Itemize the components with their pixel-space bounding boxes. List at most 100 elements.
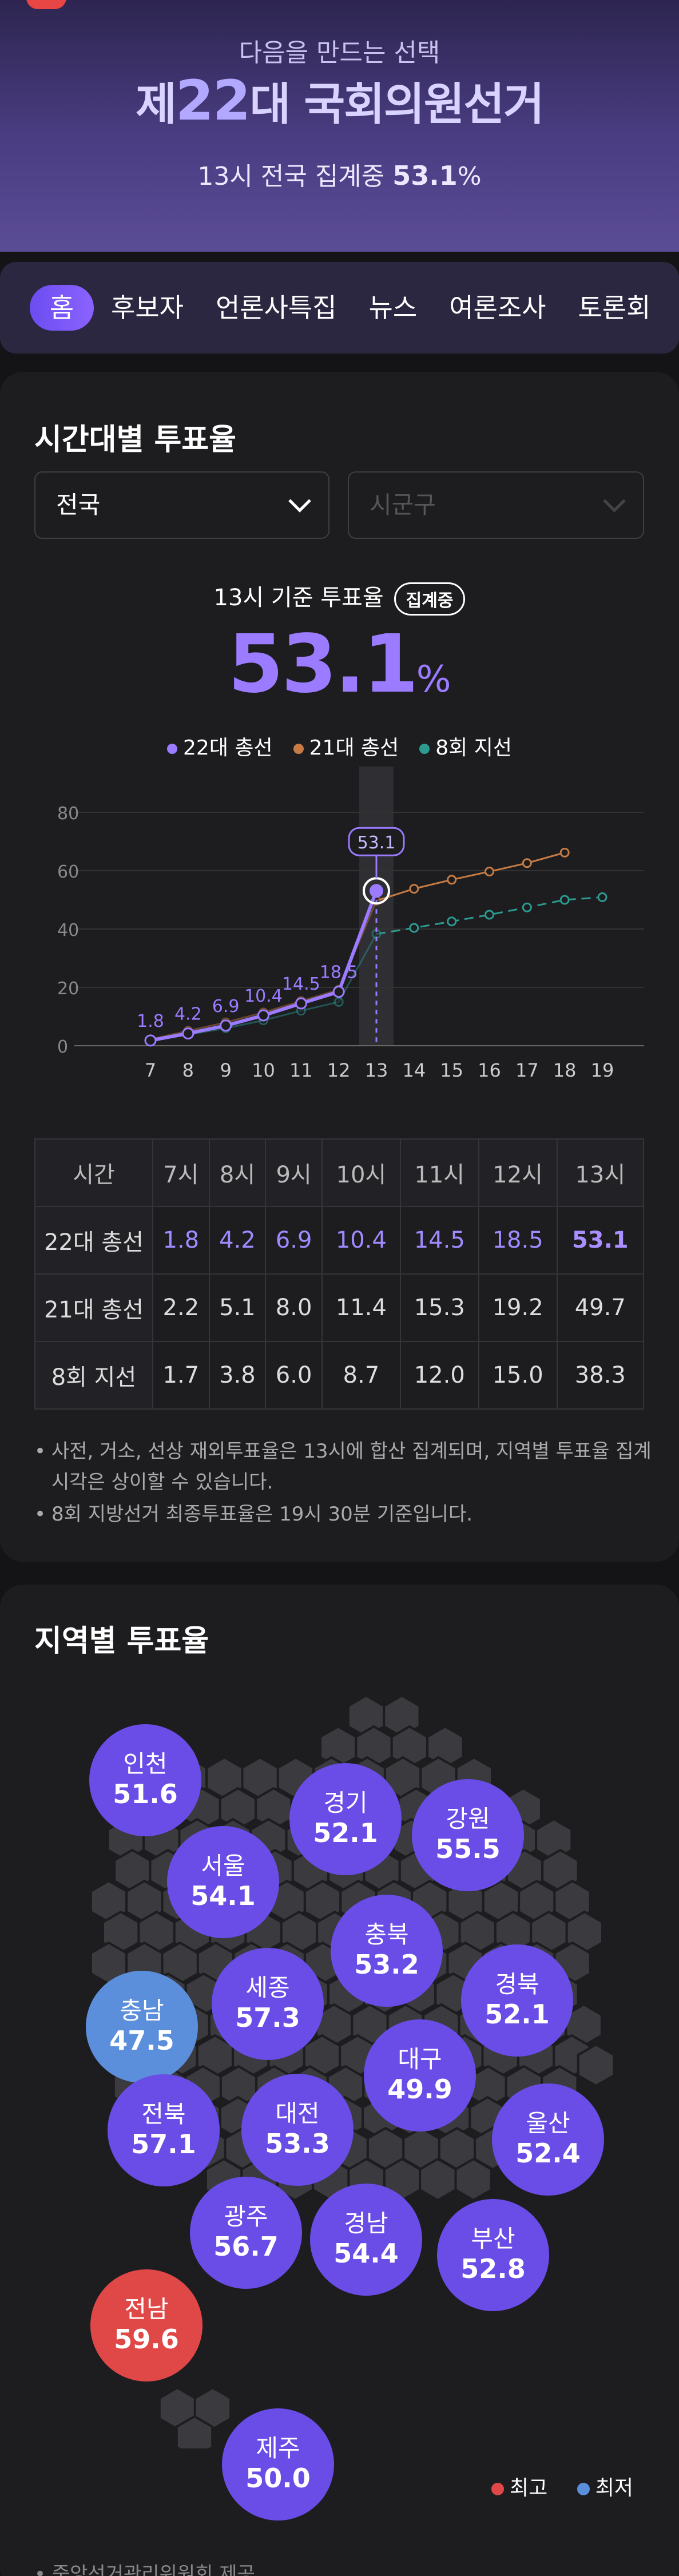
region-name: 부산 <box>471 2225 515 2253</box>
chevron-down-icon <box>603 490 626 513</box>
x-tick-label: 9 <box>220 1059 231 1081</box>
hex-cell <box>454 2157 493 2202</box>
legend-highest: 최고 <box>491 2476 547 2500</box>
legend-lowest-label: 최저 <box>595 2476 633 2500</box>
region-bubble[interactable]: 경남 54.4 <box>310 2184 422 2296</box>
nav-tab-1[interactable]: 후보자 <box>111 292 184 323</box>
region-bubble[interactable]: 충남 47.5 <box>86 1971 198 2083</box>
table-cell: 11.4 <box>321 1273 401 1342</box>
nav-tab-2[interactable]: 언론사특집 <box>215 292 337 323</box>
x-tick-label: 15 <box>440 1059 463 1081</box>
data-point <box>333 997 344 1007</box>
x-tick-label: 19 <box>591 1059 614 1081</box>
y-tick-label: 60 <box>57 862 79 882</box>
region-bubble[interactable]: 광주 56.7 <box>190 2177 302 2289</box>
y-tick-label: 40 <box>57 920 79 940</box>
region-name: 경기 <box>323 1789 368 1817</box>
title-suffix: 대 국회의원선거 <box>249 79 544 130</box>
table-cell: 15.0 <box>478 1341 558 1410</box>
table-header-cell: 시간 <box>34 1138 153 1207</box>
nav-tab-3[interactable]: 뉴스 <box>368 292 418 323</box>
region-turnout: 54.1 <box>190 1880 256 1911</box>
region-bubble[interactable]: 서울 54.1 <box>167 1826 279 1938</box>
region-name: 경남 <box>344 2209 388 2237</box>
hex-cell <box>419 2157 457 2202</box>
hex-cell <box>535 1817 573 1862</box>
region-bubble[interactable]: 제주 50.0 <box>222 2408 334 2521</box>
region-name: 전남 <box>124 2295 169 2323</box>
region-turnout: 53.2 <box>354 1949 419 1980</box>
data-point <box>522 902 532 912</box>
hex-cell <box>577 2043 616 2087</box>
highlight-point <box>370 884 383 898</box>
x-tick-label: 7 <box>145 1059 156 1081</box>
district-select[interactable]: 시군구 <box>348 471 644 539</box>
region-bubble[interactable]: 부산 52.8 <box>437 2199 549 2311</box>
status-unit: % <box>457 162 482 191</box>
data-point <box>522 858 532 868</box>
hex-cell <box>565 2003 603 2047</box>
hex-cell <box>175 2415 214 2448</box>
turnout-basis: 13시 기준 투표율 집계중 <box>0 579 679 616</box>
legend-item: 8회 지선 <box>419 736 512 760</box>
region-bubble[interactable]: 전북 57.1 <box>108 2074 220 2186</box>
x-tick-label: 17 <box>515 1059 539 1081</box>
region-turnout: 53.3 <box>265 2128 330 2159</box>
data-label: 6.9 <box>212 997 240 1017</box>
note-1-text: 사전, 거소, 선상 재외투표율은 13시에 합산 집계되며, 지역별 투표율 … <box>51 1440 652 1494</box>
region-name: 전북 <box>141 2100 186 2128</box>
region-turnout: 57.1 <box>131 2129 196 2160</box>
table-row: 8회 지선 1.7 3.8 6.0 8.7 12.0 15.0 38.3 <box>34 1341 645 1410</box>
region-name: 서울 <box>201 1852 245 1880</box>
region-bubble[interactable]: 경북 52.1 <box>461 1944 573 2057</box>
region-bubble[interactable]: 경기 52.1 <box>289 1763 402 1875</box>
header-tagline: 다음을 만드는 선택 <box>239 38 440 68</box>
region-turnout: 52.4 <box>515 2138 581 2169</box>
turnout-rate: 53.1% <box>0 618 679 711</box>
data-point <box>559 847 570 858</box>
table-header-cell: 12시 <box>478 1138 558 1207</box>
table-cell: 5.1 <box>208 1273 267 1342</box>
y-tick-label: 80 <box>57 804 79 824</box>
region-name: 울산 <box>526 2109 570 2137</box>
data-point <box>182 1027 194 1040</box>
row-label: 22대 총선 <box>34 1206 153 1275</box>
region-bubble[interactable]: 대전 53.3 <box>241 2074 354 2186</box>
legend-dot-icon <box>293 744 304 754</box>
region-bubble[interactable]: 전남 59.6 <box>90 2269 202 2381</box>
table-cell: 8.7 <box>321 1341 401 1410</box>
table-header-cell: 7시 <box>152 1138 210 1207</box>
brand-logo[interactable] <box>26 0 66 9</box>
counting-badge: 집계중 <box>394 582 466 616</box>
region-name: 세종 <box>245 1974 290 2002</box>
chart-legend: 22대 총선 21대 총선 8회 지선 <box>0 731 679 761</box>
region-bubble[interactable]: 세종 57.3 <box>212 1948 324 2060</box>
turnout-by-time-card: 시간대별 투표율 전국 시군구 13시 기준 투표율 집계중 53.1% 22대 … <box>0 372 679 1562</box>
region-bubble[interactable]: 인천 51.6 <box>89 1724 201 1836</box>
region-select-value: 전국 <box>56 491 101 519</box>
table-cell: 2.2 <box>152 1273 210 1342</box>
x-tick-label: 18 <box>553 1059 577 1081</box>
note-2: 8회 지방선거 최종투표율은 19시 30분 기준입니다. <box>34 1499 652 1530</box>
nav-tab-5[interactable]: 토론회 <box>578 292 651 323</box>
row-label: 8회 지선 <box>34 1341 153 1410</box>
data-point <box>257 1009 269 1022</box>
data-point <box>447 916 457 927</box>
highest-dot-icon <box>491 2483 505 2495</box>
row-label: 21대 총선 <box>34 1273 153 1342</box>
nav-tab-4[interactable]: 여론조사 <box>449 292 546 323</box>
region-turnout: 55.5 <box>435 1833 501 1864</box>
data-point <box>409 884 419 894</box>
region-bubble[interactable]: 대구 49.9 <box>364 2019 476 2132</box>
lowest-dot-icon <box>577 2483 590 2495</box>
region-bubble[interactable]: 울산 52.4 <box>492 2083 604 2196</box>
data-point <box>485 867 494 877</box>
legend-item: 21대 총선 <box>293 736 399 760</box>
title-number: 22 <box>175 69 251 133</box>
region-name: 대구 <box>398 2045 442 2073</box>
nav-tab-0[interactable]: 홈 <box>30 285 94 331</box>
region-bubble[interactable]: 충북 53.2 <box>331 1895 443 2007</box>
table-row: 22대 총선 1.8 4.2 6.9 10.4 14.5 18.5 53.1 <box>34 1206 645 1275</box>
region-bubble[interactable]: 강원 55.5 <box>412 1779 524 1891</box>
region-select[interactable]: 전국 <box>34 471 329 539</box>
